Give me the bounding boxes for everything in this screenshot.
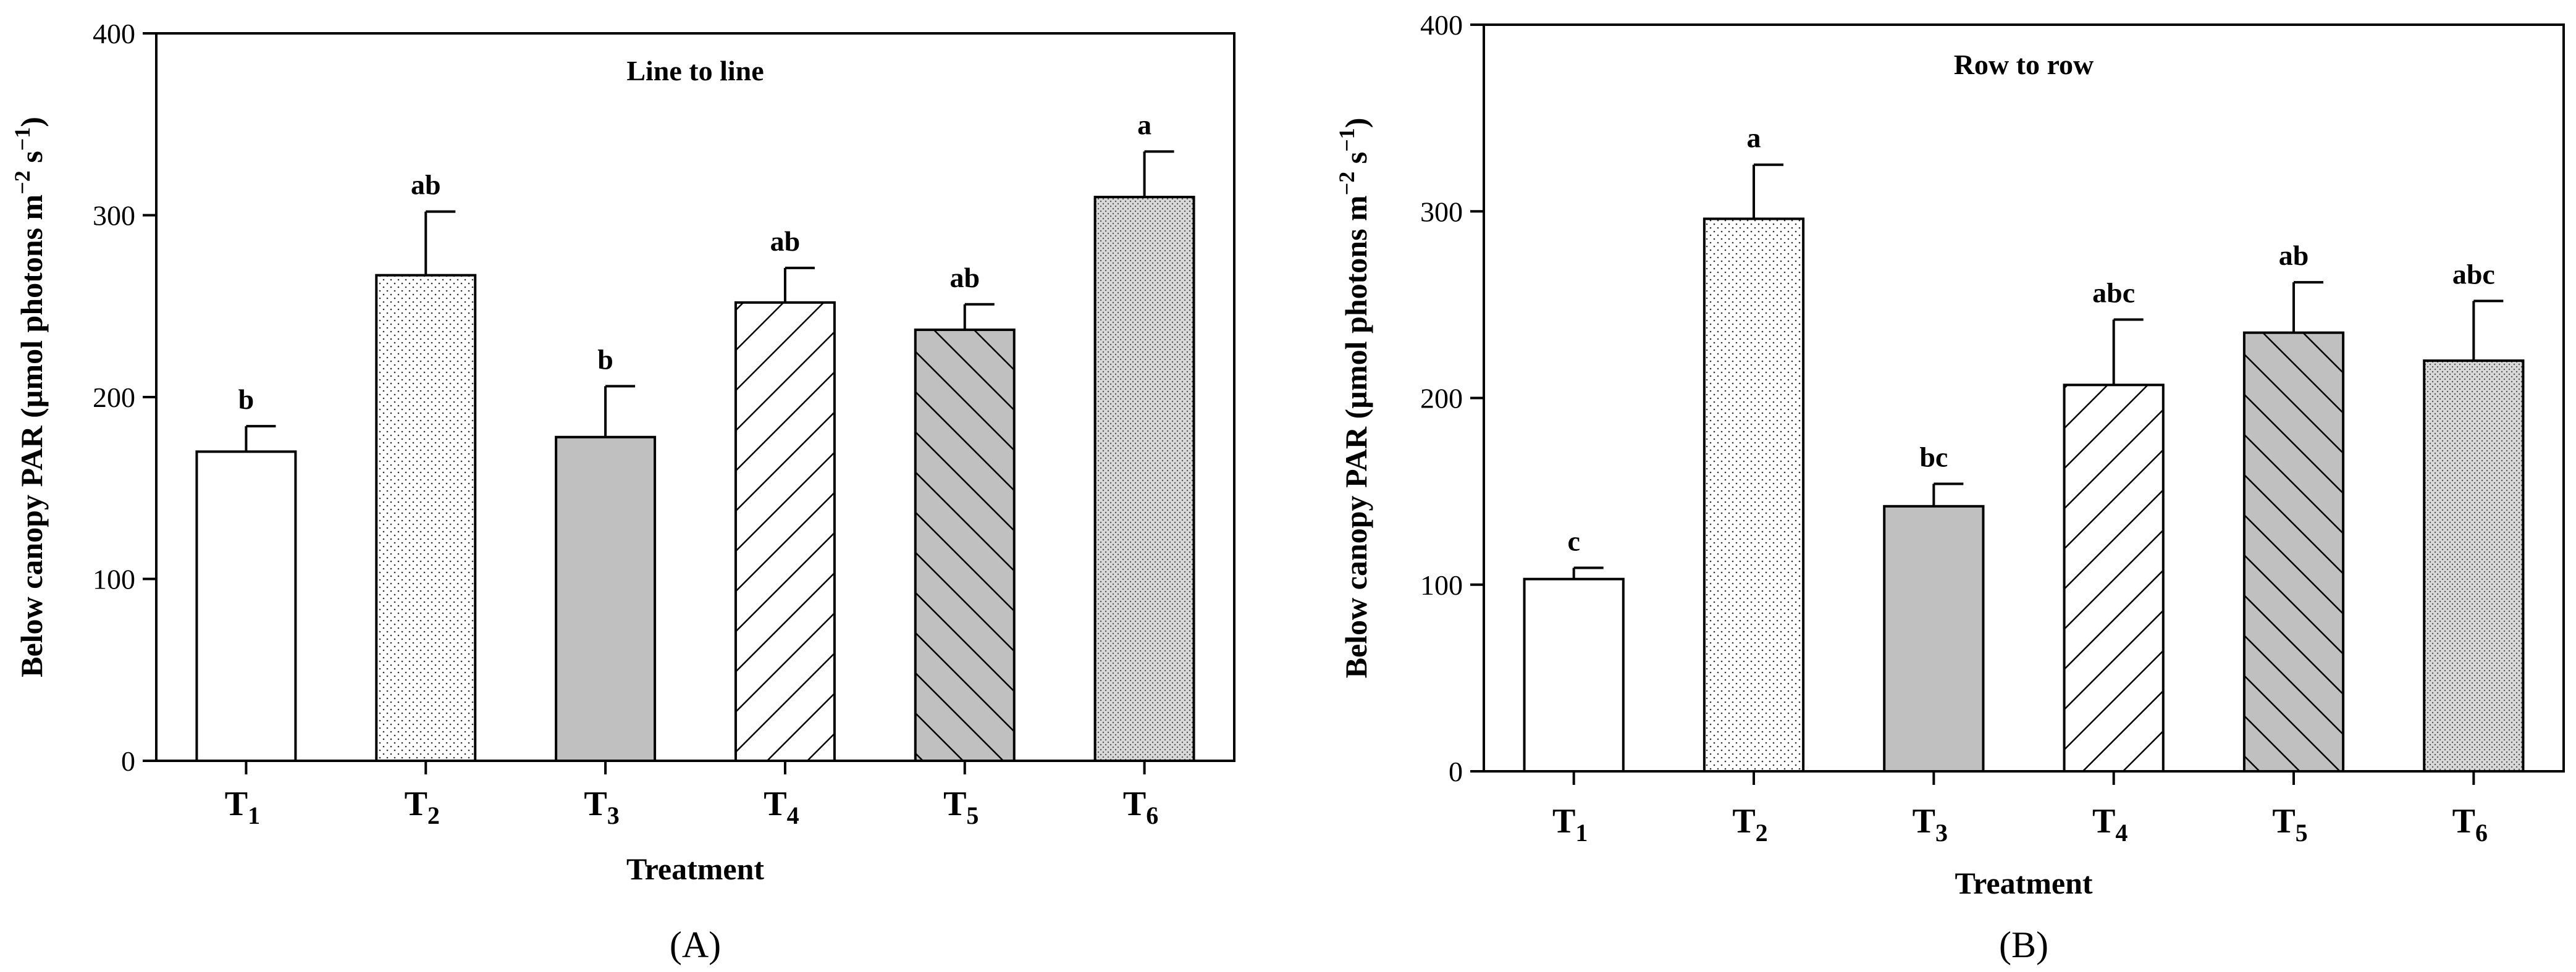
- significance-label: abc: [2452, 258, 2495, 290]
- plot-frame: [155, 32, 1235, 762]
- y-axis-title: Below canopy PAR (µmol photons m−2 s−1): [10, 117, 49, 677]
- significance-label: ab: [949, 262, 980, 293]
- significance-label: ab: [411, 169, 441, 201]
- panel-label: (B): [1999, 924, 2048, 965]
- x-axis-title: Treatment: [626, 852, 764, 886]
- x-tick-label: T4: [2092, 802, 2128, 847]
- bar: [914, 329, 1016, 762]
- bar: [734, 301, 836, 762]
- y-tick-label: 200: [93, 382, 135, 413]
- y-tick-label: 0: [121, 745, 135, 777]
- y-tick-label: 300: [93, 200, 135, 232]
- panel-label: (A): [670, 924, 721, 965]
- bar: [2423, 359, 2525, 773]
- significance-label: c: [1567, 526, 1580, 557]
- bar: [375, 274, 477, 762]
- x-tick-label: T6: [1123, 785, 1158, 829]
- bar: [1703, 217, 1805, 773]
- significance-label: a: [1747, 122, 1761, 154]
- significance-label: ab: [770, 225, 801, 257]
- bar: [1883, 505, 1985, 773]
- bar: [2063, 383, 2165, 773]
- x-tick-label: T1: [225, 785, 260, 829]
- bar: [195, 450, 297, 762]
- chart-title: Row to row: [1954, 49, 2094, 80]
- x-tick-label: T2: [1732, 802, 1767, 847]
- significance-label: ab: [2279, 240, 2309, 271]
- chart-title: Line to line: [626, 55, 764, 86]
- x-tick-label: T6: [2452, 802, 2488, 847]
- y-tick-label: 0: [1449, 756, 1463, 787]
- significance-label: bc: [1919, 442, 1948, 473]
- y-tick-label: 400: [93, 18, 135, 49]
- significance-label: b: [238, 383, 255, 415]
- significance-label: a: [1137, 109, 1151, 140]
- x-axis-title: Treatment: [1955, 866, 2092, 900]
- y-tick-label: 100: [93, 564, 135, 595]
- y-tick-label: 300: [1420, 196, 1463, 227]
- bar: [1523, 577, 1625, 773]
- bar: [1093, 196, 1195, 762]
- bar: [555, 435, 657, 762]
- panel-a-chart: 0 100 200 300 400 b T1 ab T2 b T3 ab T4 ab T5 a T6 Line t…: [10, 18, 1235, 965]
- x-tick-label: T5: [943, 785, 979, 829]
- x-tick-label: T3: [1913, 802, 1948, 847]
- x-tick-label: T4: [764, 785, 799, 829]
- y-tick-label: 200: [1420, 383, 1463, 414]
- y-tick-label: 400: [1420, 9, 1463, 41]
- x-tick-label: T5: [2272, 802, 2307, 847]
- x-tick-label: T1: [1552, 802, 1588, 847]
- y-tick-label: 100: [1420, 569, 1463, 601]
- x-tick-label: T2: [405, 785, 440, 829]
- significance-label: b: [597, 343, 613, 375]
- plot-frame: [1483, 23, 2565, 773]
- panel-b-chart: 0 100 200 300 400 c T1 a T2 bc T3 abc T4 ab T5 abc T6 Row…: [1334, 9, 2565, 965]
- x-tick-label: T3: [584, 785, 619, 829]
- significance-label: abc: [2092, 277, 2135, 309]
- bar: [2242, 331, 2345, 773]
- y-axis-title: Below canopy PAR (µmol photons m−2 s−1): [1334, 118, 1373, 679]
